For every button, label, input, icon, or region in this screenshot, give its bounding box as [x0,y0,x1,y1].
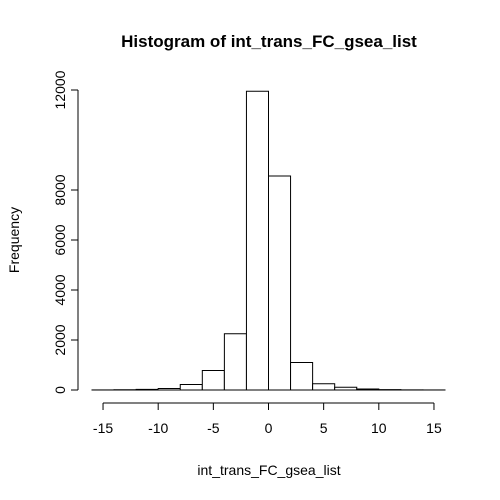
y-tick-label: 12000 [52,70,68,109]
histogram-bar [179,384,203,391]
x-axis-label: int_trans_FC_gsea_list [197,462,340,478]
histogram-bar [334,386,358,391]
histogram-bar [268,175,292,391]
x-tick-label: 0 [265,420,273,436]
histogram-bar [312,383,336,391]
x-axis: -15 -10 -5 0 5 10 15 [93,402,442,436]
y-tick-label: 6000 [52,224,68,255]
histogram-bar [245,90,270,391]
y-tick-label: 4000 [52,274,68,305]
x-tick-label: 15 [426,420,442,436]
y-tick-label: 2000 [52,324,68,355]
x-tick-label: 5 [320,420,328,436]
histogram-bar [157,388,181,391]
y-axis-label: Frequency [6,207,22,273]
x-tick-label: 10 [371,420,387,436]
histogram-bar [290,362,314,391]
x-tick-label: -15 [93,420,113,436]
y-axis: 0 2000 4000 6000 8000 12000 [52,70,79,394]
histogram-bar [135,388,159,391]
bars-group [91,90,446,391]
y-tick-label: 8000 [52,174,68,205]
histogram-bar [223,333,247,391]
x-tick-label: -10 [148,420,168,436]
histogram-bar [201,370,225,391]
y-tick-label: 0 [52,386,68,394]
x-tick-label: -5 [207,420,220,436]
histogram-bar [356,388,380,391]
chart-title: Histogram of int_trans_FC_gsea_list [121,32,417,51]
